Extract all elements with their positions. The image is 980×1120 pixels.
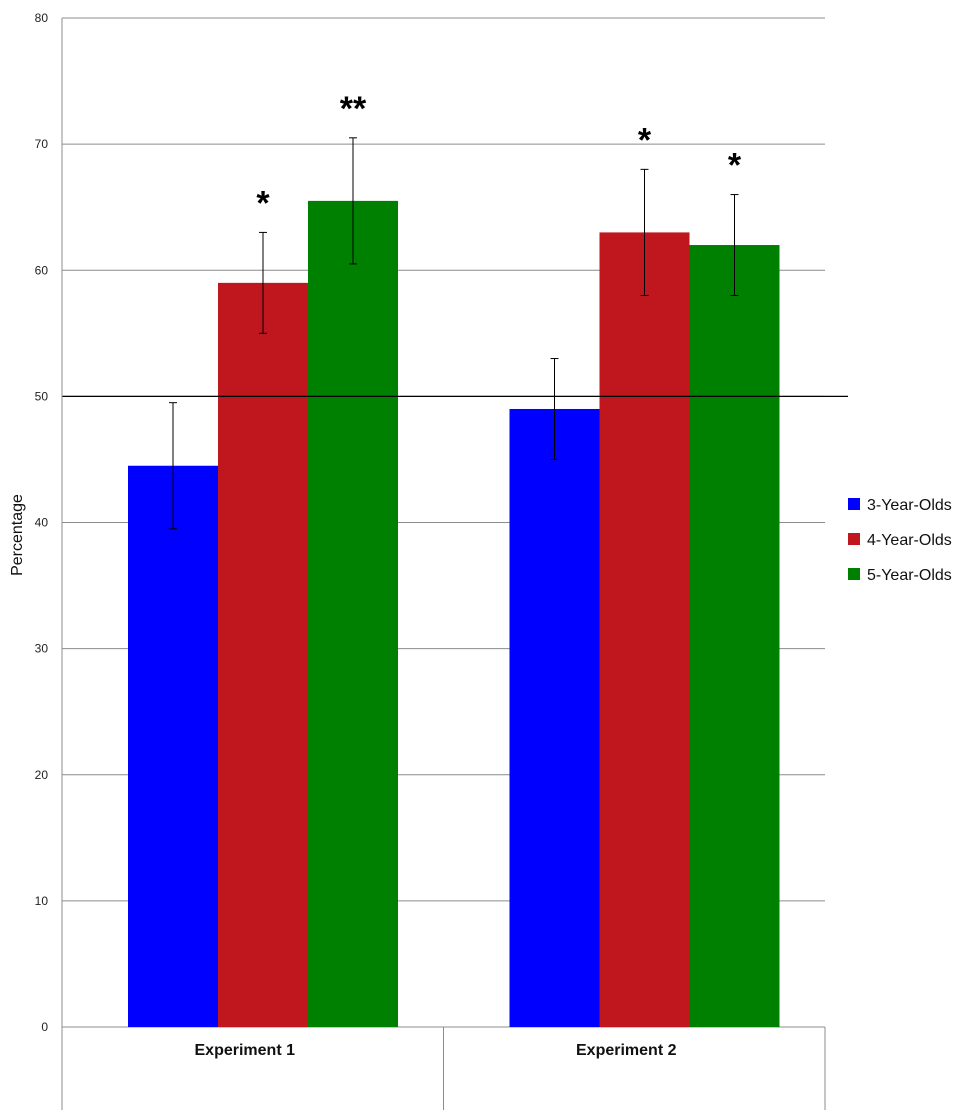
y-tick-label: 40	[35, 516, 49, 530]
legend-label: 4-Year-Olds	[867, 532, 952, 549]
y-tick-label: 50	[35, 389, 49, 403]
legend-swatch	[848, 498, 860, 510]
significance-marker: *	[638, 121, 652, 159]
bar-4-year-olds-2	[599, 232, 690, 1028]
y-tick-label: 10	[35, 894, 49, 908]
y-tick-label: 20	[35, 768, 49, 782]
y-tick-label: 60	[35, 263, 49, 277]
y-tick-label: 30	[35, 642, 49, 656]
bar-3-year-olds-2	[509, 408, 600, 1027]
bar-5-year-olds-2	[689, 245, 780, 1027]
significance-marker: *	[728, 147, 742, 185]
bar-4-year-olds-1	[218, 282, 308, 1027]
legend-label: 5-Year-Olds	[867, 567, 952, 584]
y-tick-label: 70	[35, 137, 49, 151]
y-axis-title: Percentage	[9, 494, 26, 576]
x-category-label: Experiment 2	[576, 1042, 677, 1059]
bar-5-year-olds-1	[308, 200, 398, 1028]
significance-marker: *	[256, 184, 270, 222]
legend-swatch	[848, 533, 860, 545]
significance-marker: **	[340, 90, 367, 128]
legend-swatch	[848, 568, 860, 580]
bar-3-year-olds-1	[128, 465, 218, 1027]
x-category-label: Experiment 1	[195, 1042, 296, 1059]
y-tick-label: 80	[35, 11, 49, 25]
y-tick-label: 0	[41, 1020, 48, 1034]
legend-label: 3-Year-Olds	[867, 497, 952, 514]
